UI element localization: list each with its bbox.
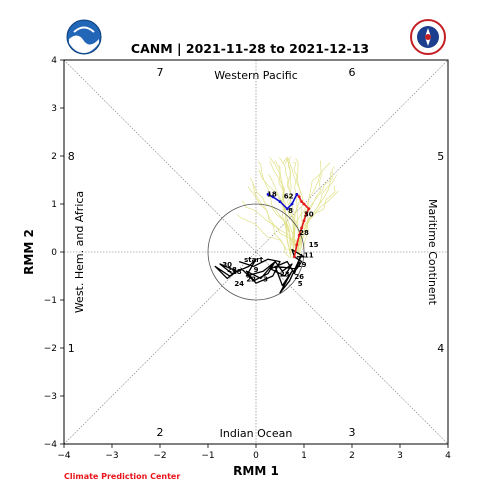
phase-number-2: 2 bbox=[157, 426, 164, 439]
ensemble-member-line bbox=[296, 185, 336, 256]
y-tick-label: −2 bbox=[44, 344, 57, 354]
ensemble-member-line bbox=[268, 174, 291, 256]
forecast-day-label: 30 bbox=[304, 211, 314, 219]
forecast-point-red bbox=[295, 243, 299, 247]
forecast-day-label: 62 bbox=[284, 192, 294, 200]
ensemble-member-line bbox=[278, 165, 292, 257]
ensemble-member-line bbox=[279, 157, 296, 248]
forecast-point-red bbox=[305, 212, 308, 216]
y-tick-label: 2 bbox=[51, 152, 57, 162]
phase-number-1: 1 bbox=[68, 342, 75, 355]
observed-day-label: 22 bbox=[246, 275, 256, 283]
forecast-point-red bbox=[293, 255, 296, 259]
forecast-point-red bbox=[307, 207, 311, 211]
y-tick-label: 3 bbox=[51, 104, 57, 114]
observed-day-label: 24 bbox=[234, 280, 244, 288]
unit-circle bbox=[207, 203, 305, 301]
x-tick-label: 4 bbox=[445, 451, 451, 461]
phase-number-5: 5 bbox=[437, 150, 444, 163]
ensemble-member-line bbox=[236, 214, 293, 251]
noaa-logo-icon bbox=[66, 19, 102, 55]
phase-number-8: 8 bbox=[68, 150, 75, 163]
phase-number-6: 6 bbox=[349, 66, 356, 79]
x-tick-label: −3 bbox=[105, 451, 118, 461]
observed-day-label: 3 bbox=[263, 275, 268, 283]
region-label-left: West. Hem. and Africa bbox=[73, 191, 86, 313]
forecast-point-blue bbox=[278, 200, 282, 204]
observed-day-label: 5 bbox=[298, 280, 303, 288]
forecast-day-label: 8 bbox=[288, 207, 293, 215]
phase-number-4: 4 bbox=[437, 342, 444, 355]
x-tick-label: −4 bbox=[57, 451, 71, 461]
y-axis-label: RMM 2 bbox=[22, 229, 36, 275]
forecast-point-blue bbox=[285, 207, 289, 211]
x-tick-label: 3 bbox=[397, 451, 403, 461]
ensemble-member-line bbox=[283, 157, 296, 248]
observed-day-label: 9 bbox=[254, 266, 259, 274]
forecast-point-red bbox=[300, 200, 303, 204]
observed-track bbox=[214, 248, 305, 294]
phase-number-3: 3 bbox=[349, 426, 356, 439]
forecast-day-label: 18 bbox=[267, 190, 277, 198]
ensemble-member-line bbox=[257, 160, 291, 255]
forecast-point-red bbox=[300, 226, 303, 230]
region-label-right: Maritime Continent bbox=[426, 199, 439, 306]
forecast-point-blue bbox=[271, 195, 275, 199]
observed-day-label: 28 bbox=[227, 266, 237, 274]
ensemble-member-line bbox=[291, 162, 331, 246]
phase-number-7: 7 bbox=[157, 66, 164, 79]
y-tick-label: 0 bbox=[51, 248, 57, 258]
region-label-bottom: Indian Ocean bbox=[220, 427, 293, 440]
x-tick-label: 1 bbox=[301, 451, 307, 461]
forecast-point-red bbox=[297, 195, 301, 199]
nws-logo-icon bbox=[410, 19, 446, 55]
observed-day-label: 18 bbox=[232, 268, 242, 276]
observed-day-label: 30 bbox=[222, 261, 232, 269]
forecast-point-blue bbox=[295, 193, 299, 196]
forecast-day-label: 28 bbox=[299, 229, 309, 237]
observed-day-label: start bbox=[244, 256, 264, 264]
cpc-credit: Climate Prediction Center bbox=[64, 472, 181, 481]
region-label-top: Western Pacific bbox=[214, 69, 298, 82]
forecast-point-red bbox=[302, 219, 306, 223]
ensemble-member-line bbox=[247, 186, 290, 259]
forecast-point-blue bbox=[290, 202, 294, 206]
forecast-point-red bbox=[302, 202, 306, 206]
ensemble-member-line bbox=[300, 174, 338, 245]
y-tick-label: −1 bbox=[44, 296, 57, 306]
x-tick-label: −2 bbox=[153, 451, 166, 461]
x-tick-label: −1 bbox=[201, 451, 214, 461]
x-axis-label: RMM 1 bbox=[233, 464, 279, 478]
observed-day-label: 19 bbox=[297, 261, 307, 269]
y-tick-label: 4 bbox=[51, 56, 57, 66]
observed-day-label: 23 bbox=[280, 271, 290, 279]
x-tick-label: 2 bbox=[349, 451, 355, 461]
observed-day-label: 26 bbox=[294, 273, 304, 281]
y-tick-label: 1 bbox=[51, 200, 57, 210]
forecast-point-blue bbox=[266, 193, 270, 196]
forecast-day-label: 15 bbox=[309, 241, 319, 249]
phase-divider bbox=[63, 59, 449, 445]
ensemble-member-line bbox=[250, 177, 295, 246]
forecast-point-red bbox=[297, 233, 301, 237]
chart-title: CANM | 2021-11-28 to 2021-12-13 bbox=[130, 41, 370, 56]
y-tick-label: −4 bbox=[44, 440, 58, 450]
y-tick-label: −3 bbox=[44, 392, 57, 402]
observed-day-label: 11 bbox=[304, 251, 314, 259]
ensemble-member-line bbox=[292, 161, 298, 257]
x-tick-label: 0 bbox=[253, 451, 259, 461]
phase-divider bbox=[63, 59, 449, 445]
